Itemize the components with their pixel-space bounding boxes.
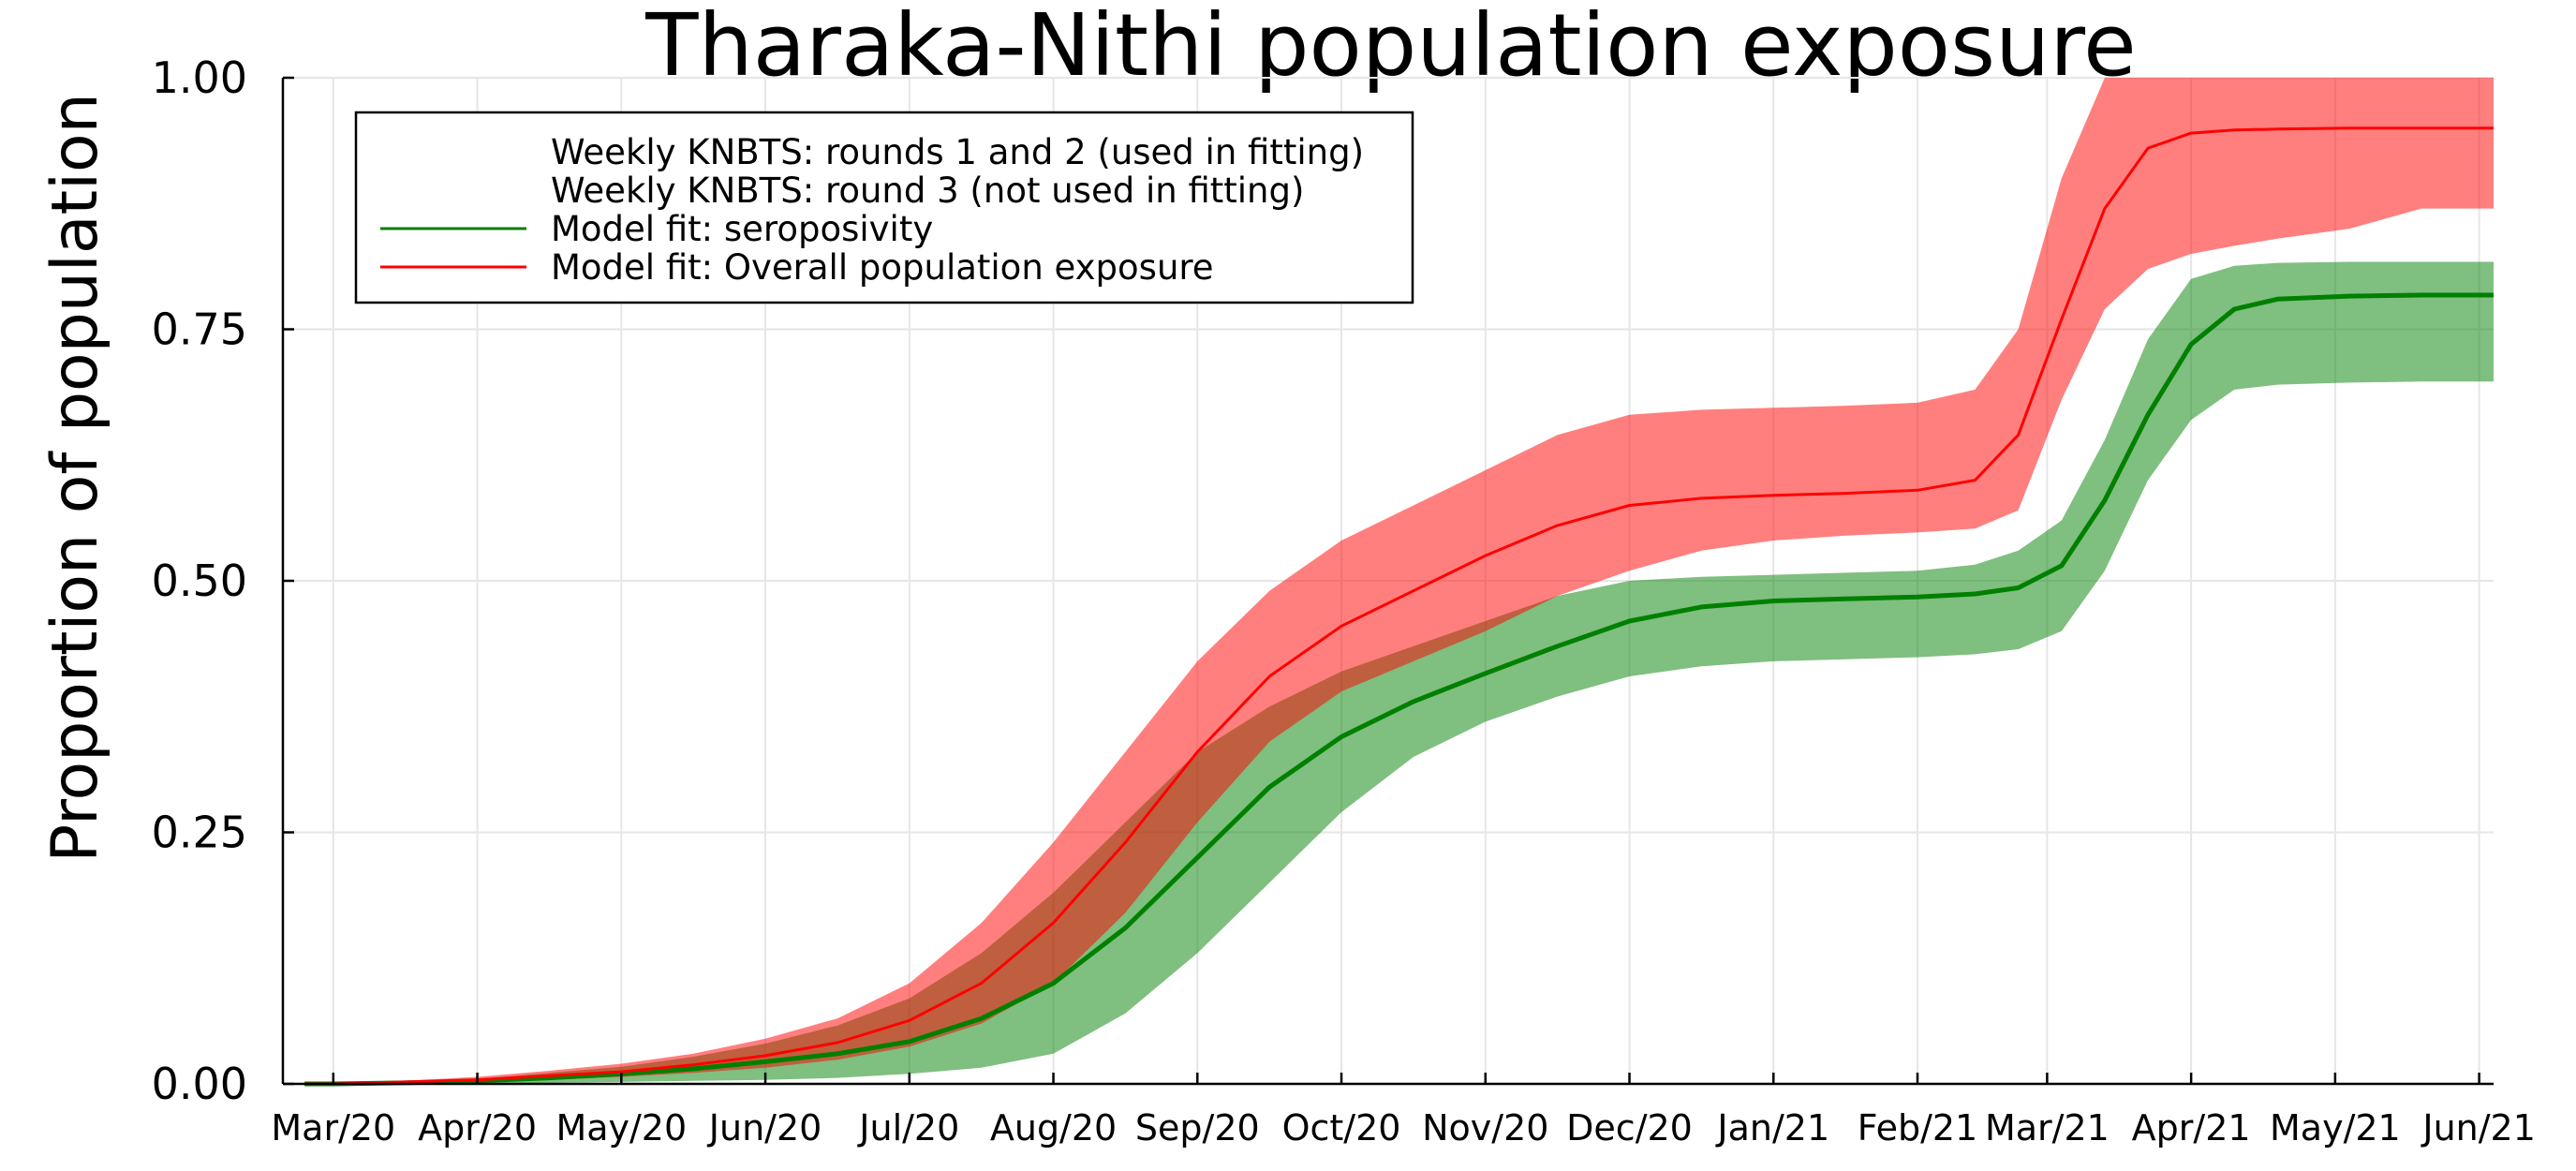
bands-layer: [304, 78, 2494, 1084]
x-tick-label: Jul/20: [857, 1107, 959, 1149]
x-tick-label: May/20: [555, 1107, 687, 1149]
y-tick-label: 0.50: [152, 556, 247, 606]
axes-layer: 0.00 0.25 0.50 0.75 1.00 Mar/20 Apr/20 May/20 Ju…: [152, 52, 2536, 1149]
x-tick-label: Jan/21: [1715, 1107, 1829, 1149]
x-tick-label: Nov/20: [1422, 1107, 1548, 1149]
y-axis-label: Proportion of population: [38, 93, 112, 862]
legend: Weekly KNBTS: rounds 1 and 2 (used in fi…: [354, 111, 1414, 304]
legend-label: Weekly KNBTS: rounds 1 and 2 (used in fi…: [551, 132, 1364, 172]
confidence-band-exposure: [304, 78, 2494, 1084]
y-tick-label: 0.00: [152, 1059, 247, 1109]
legend-box: [354, 111, 1414, 304]
x-tick-label: Oct/20: [1282, 1107, 1401, 1149]
legend-label: Model fit: seroposivity: [551, 209, 933, 249]
x-tick-label: Mar/20: [271, 1107, 395, 1149]
series-line-seropositivity: [304, 292, 2494, 1087]
x-tick-label: Dec/20: [1566, 1107, 1693, 1149]
x-tick-label: Jun/20: [707, 1107, 822, 1149]
legend-label: Weekly KNBTS: round 3 (not used in fitti…: [551, 170, 1304, 211]
x-tick-label: Feb/21: [1858, 1107, 1977, 1149]
x-tick-label: Jun/21: [2421, 1107, 2536, 1149]
confidence-band-seropositivity: [304, 261, 2494, 1084]
legend-label: Model fit: Overall population exposure: [551, 247, 1214, 288]
y-tick-label: 1.00: [152, 52, 247, 103]
series-line-exposure: [304, 126, 2494, 1086]
x-tick-label: Aug/20: [990, 1107, 1117, 1149]
x-tick-label: Apr/20: [418, 1107, 537, 1149]
x-tick-label: May/21: [2270, 1107, 2401, 1149]
x-tick-label: Apr/21: [2132, 1107, 2251, 1149]
chart-title: Tharaka-Nithi population exposure: [644, 0, 2136, 96]
x-tick-label: Mar/21: [1985, 1107, 2110, 1149]
lines-layer: [304, 126, 2494, 1087]
y-tick-label: 0.25: [152, 808, 247, 858]
x-tick-label: Sep/20: [1135, 1107, 1260, 1149]
y-tick-label: 0.75: [152, 304, 247, 355]
